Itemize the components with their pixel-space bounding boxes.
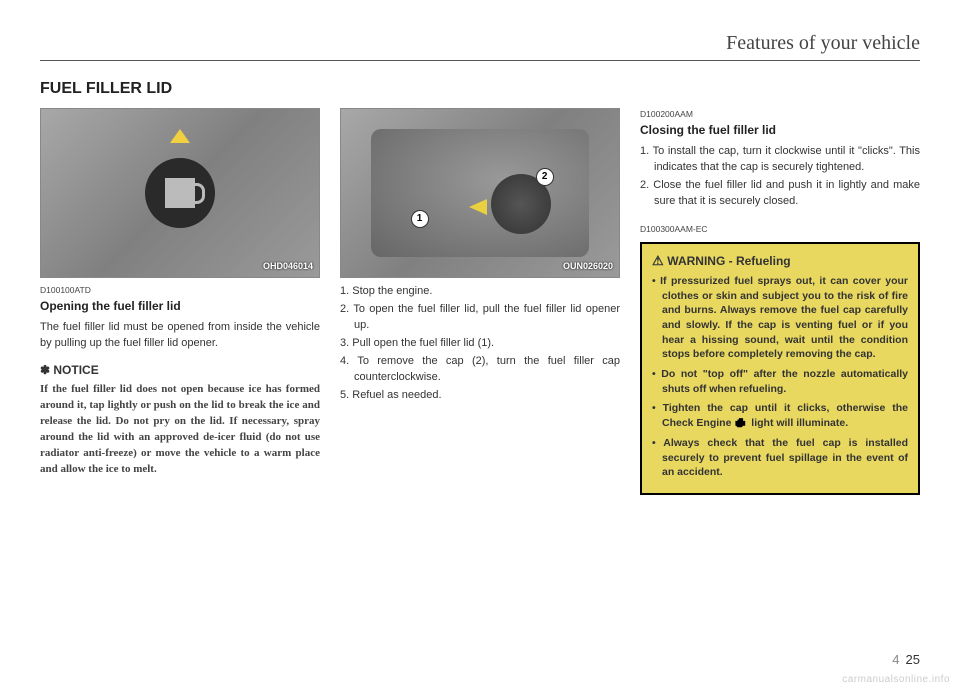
step-item: To install the cap, turn it clockwise un…	[640, 144, 920, 176]
chapter-number: 4	[892, 652, 899, 667]
step-item: To open the fuel filler lid, pull the fu…	[340, 302, 620, 334]
figure-fuel-lid-open: 1 2 OUN026020	[340, 108, 620, 278]
steps-list: To install the cap, turn it clockwise un…	[640, 144, 920, 210]
code-label: D100200AAM	[640, 108, 920, 120]
step-item: Close the fuel filler lid and push it in…	[640, 178, 920, 210]
figure-label: OHD046014	[263, 260, 313, 273]
fuel-pump-icon	[145, 158, 215, 228]
page-number: 4 25	[892, 652, 920, 667]
fuel-lid-graphic	[371, 129, 589, 257]
column-1: OHD046014 D100100ATD Opening the fuel fi…	[40, 108, 320, 629]
engine-icon	[734, 418, 748, 428]
warning-item: Tighten the cap until it clicks, otherwi…	[652, 401, 908, 430]
code-label: D100100ATD	[40, 284, 320, 296]
watermark: carmanualsonline.info	[842, 674, 950, 685]
content-columns: OHD046014 D100100ATD Opening the fuel fi…	[40, 108, 920, 629]
header-divider	[40, 60, 920, 61]
warning-item: Do not "top off" after the nozzle automa…	[652, 367, 908, 396]
steps-list: Stop the engine. To open the fuel filler …	[340, 284, 620, 404]
step-item: Stop the engine.	[340, 284, 620, 300]
notice-title: NOTICE	[40, 362, 320, 379]
step-item: To remove the cap (2), turn the fuel fil…	[340, 354, 620, 386]
marker-1: 1	[411, 210, 429, 228]
arrow-icon	[170, 129, 190, 143]
page-number-value: 25	[906, 652, 920, 667]
column-2: 1 2 OUN026020 Stop the engine. To open th…	[340, 108, 620, 629]
warning-title: WARNING - Refueling	[652, 252, 908, 270]
warning-item: If pressurized fuel sprays out, it can c…	[652, 274, 908, 362]
page-title: FUEL FILLER LID	[40, 80, 172, 98]
figure-fuel-lid-button: OHD046014	[40, 108, 320, 278]
warning-list: If pressurized fuel sprays out, it can c…	[652, 274, 908, 480]
figure-label: OUN026020	[563, 260, 613, 273]
subheading-opening: Opening the fuel filler lid	[40, 298, 320, 315]
code-label: D100300AAM-EC	[640, 223, 920, 235]
step-item: Refuel as needed.	[340, 388, 620, 404]
arrow-icon	[469, 199, 487, 215]
warning-item: Always check that the fuel cap is instal…	[652, 436, 908, 480]
body-text: The fuel filler lid must be opened from …	[40, 320, 320, 352]
subheading-closing: Closing the fuel filler lid	[640, 122, 920, 139]
notice-text: If the fuel filler lid does not open bec…	[40, 382, 320, 478]
column-3: D100200AAM Closing the fuel filler lid T…	[640, 108, 920, 629]
section-title: Features of your vehicle	[726, 32, 920, 55]
marker-2: 2	[536, 168, 554, 186]
warning-box: WARNING - Refueling If pressurized fuel …	[640, 242, 920, 495]
step-item: Pull open the fuel filler lid (1).	[340, 336, 620, 352]
